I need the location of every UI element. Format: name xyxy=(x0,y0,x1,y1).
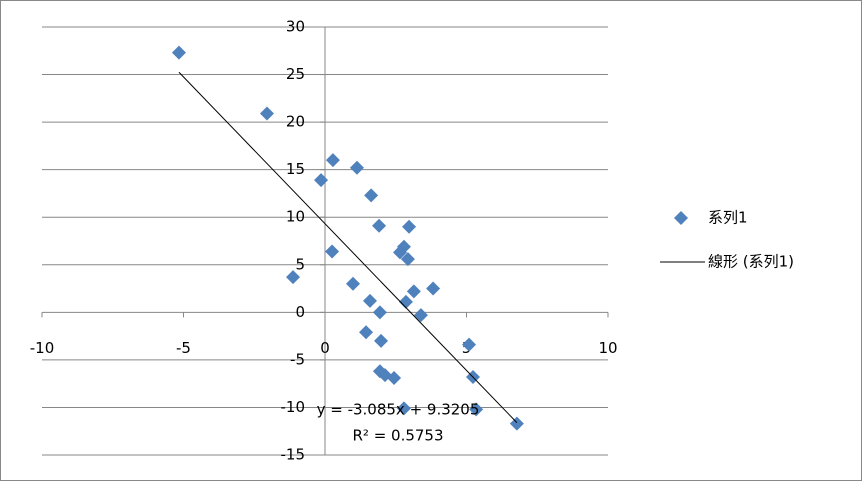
data-point xyxy=(325,153,340,168)
y-tick-label: 10 xyxy=(286,208,305,226)
data-point xyxy=(372,218,387,233)
x-tick-label: -10 xyxy=(30,339,55,357)
data-point xyxy=(364,188,379,203)
data-point xyxy=(396,401,411,416)
x-tick-label: -5 xyxy=(176,339,191,357)
y-tick-label: 0 xyxy=(295,303,305,321)
y-tick-label: -10 xyxy=(281,398,306,416)
trendline xyxy=(178,71,518,423)
legend-label: 線形 (系列1) xyxy=(708,253,794,271)
data-point xyxy=(314,173,329,188)
data-point xyxy=(286,270,301,285)
data-point xyxy=(349,160,364,175)
data-point xyxy=(400,252,415,267)
data-point xyxy=(372,305,387,320)
x-tick-label: 10 xyxy=(598,339,617,357)
data-point xyxy=(402,219,417,234)
data-point xyxy=(509,416,524,431)
legend-marker xyxy=(674,211,688,225)
data-point xyxy=(171,45,186,60)
y-tick-label: 30 xyxy=(286,18,305,36)
data-point xyxy=(398,294,413,309)
trendline-equation: y = -3.085x + 9.3205 xyxy=(317,401,480,419)
trendline-r2: R² = 0.5753 xyxy=(352,427,443,445)
data-point xyxy=(346,276,361,291)
data-point xyxy=(362,293,377,308)
y-tick-label: 25 xyxy=(286,65,305,83)
y-tick-label: 15 xyxy=(286,160,305,178)
data-point xyxy=(374,333,389,348)
data-point xyxy=(259,106,274,121)
y-tick-label: -15 xyxy=(281,446,306,464)
data-point xyxy=(359,325,374,340)
data-point xyxy=(325,244,340,259)
data-point xyxy=(462,337,477,352)
x-tick-label: 0 xyxy=(320,339,330,357)
data-point xyxy=(469,402,484,417)
data-point xyxy=(413,308,428,323)
data-point xyxy=(426,281,441,296)
legend-label: 系列1 xyxy=(708,209,748,227)
y-tick-label: 5 xyxy=(295,255,305,273)
data-point xyxy=(387,370,402,385)
y-tick-label: 20 xyxy=(286,113,305,131)
data-point xyxy=(406,284,421,299)
data-point xyxy=(392,245,407,260)
y-tick-label: -5 xyxy=(290,350,305,368)
